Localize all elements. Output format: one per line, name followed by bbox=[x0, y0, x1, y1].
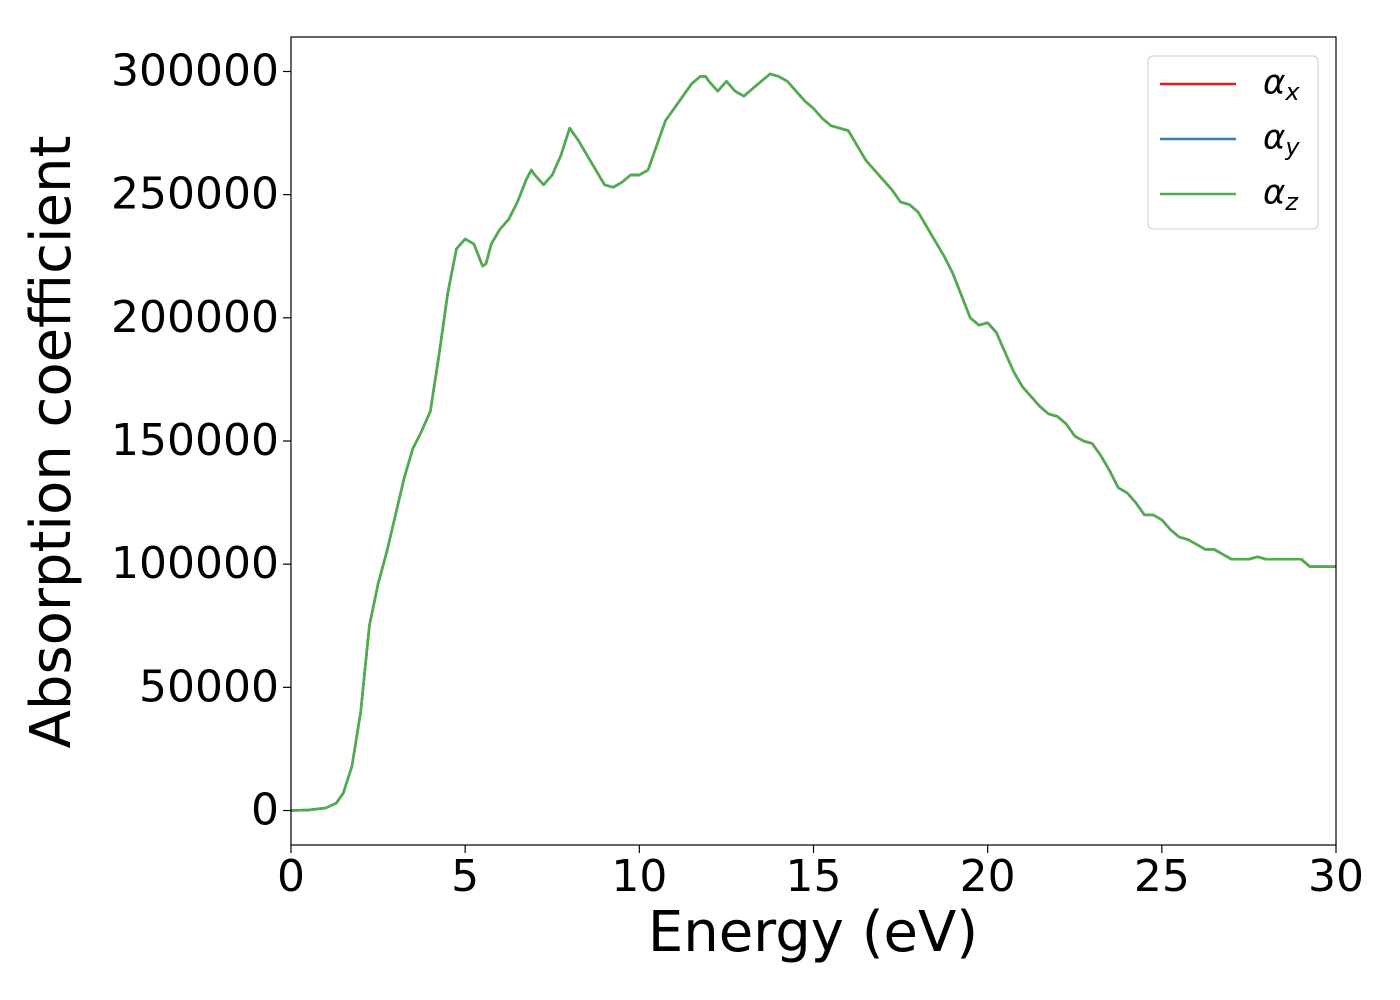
y-tick-label: 200000 bbox=[111, 292, 279, 343]
x-tick-label: 5 bbox=[451, 851, 479, 902]
x-tick-label: 25 bbox=[1134, 851, 1190, 902]
x-axis-label: Energy (eV) bbox=[648, 900, 978, 965]
x-tick-label: 10 bbox=[611, 851, 667, 902]
plot-frame bbox=[290, 36, 1337, 846]
y-tick-label: 50000 bbox=[139, 661, 279, 712]
y-tick-label: 150000 bbox=[111, 415, 279, 466]
y-tick-label: 300000 bbox=[111, 45, 279, 96]
legend-subscript: x bbox=[1284, 78, 1300, 106]
y-tick-label: 0 bbox=[251, 785, 279, 836]
x-tick-label: 20 bbox=[960, 851, 1016, 902]
x-tick-label: 30 bbox=[1308, 851, 1364, 902]
legend-box bbox=[1147, 55, 1319, 230]
x-tick-label: 0 bbox=[277, 851, 305, 902]
legend-label: αz bbox=[1263, 173, 1299, 217]
legend-subscript: z bbox=[1284, 188, 1299, 216]
y-axis-label: Absorption coefficient bbox=[19, 136, 84, 749]
x-tick-label: 15 bbox=[786, 851, 842, 902]
data-line bbox=[290, 72, 1336, 812]
y-tick-label: 100000 bbox=[111, 538, 279, 589]
legend-subscript: y bbox=[1284, 133, 1300, 161]
y-tick-label: 250000 bbox=[111, 169, 279, 220]
